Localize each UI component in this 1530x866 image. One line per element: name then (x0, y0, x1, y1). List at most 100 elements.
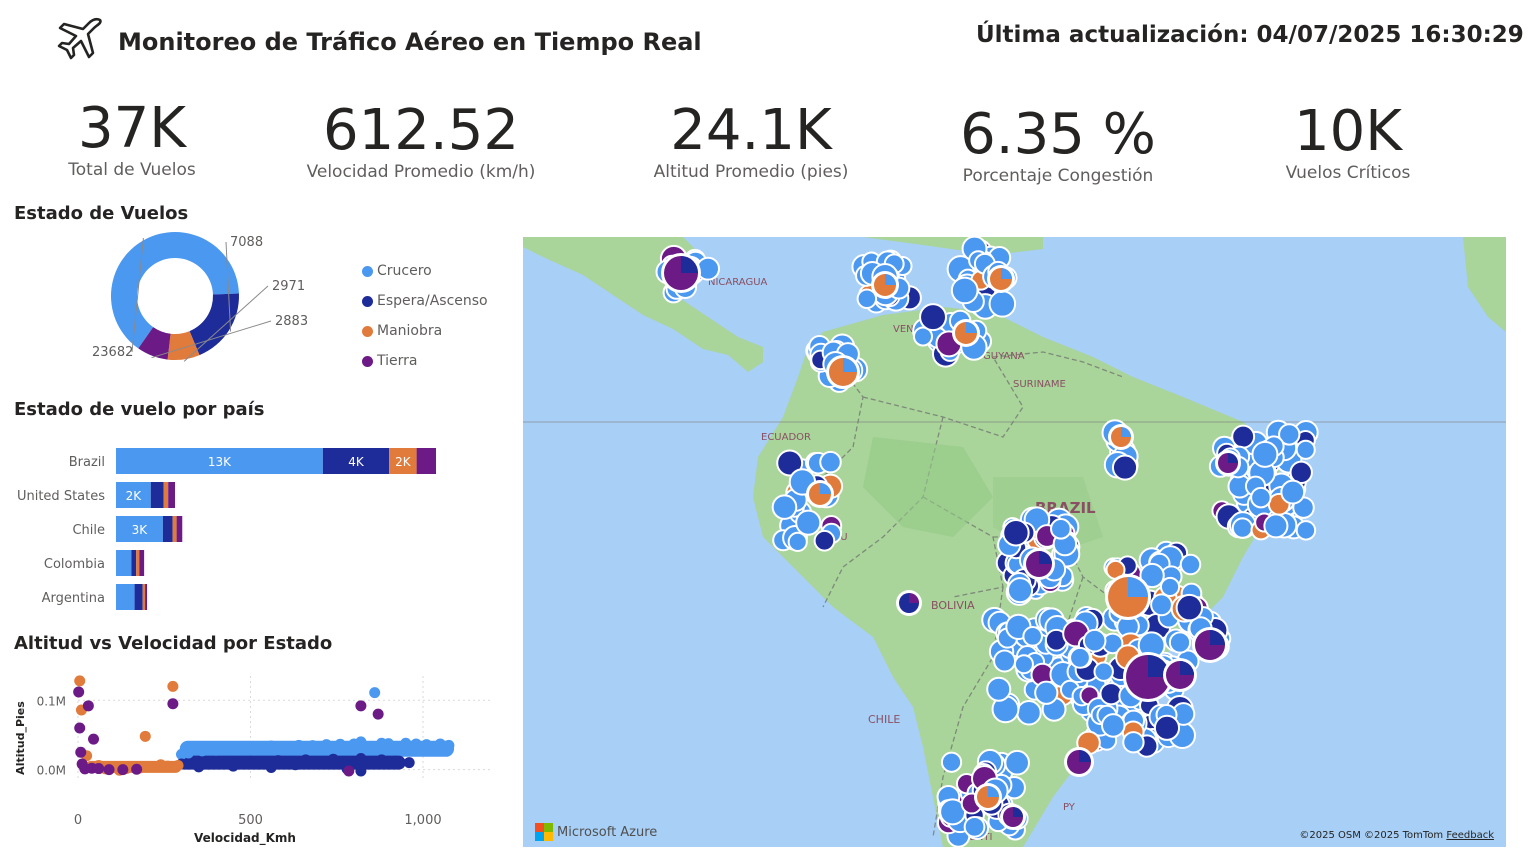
scatter-point[interactable] (73, 686, 85, 698)
legend-item[interactable]: Maniobra (362, 316, 488, 346)
scatter-point[interactable] (167, 680, 179, 692)
map-flight-marker[interactable] (795, 509, 822, 536)
bar-segment[interactable] (150, 482, 164, 508)
legend-item[interactable]: Crucero (362, 256, 488, 286)
map-flight-marker[interactable] (1007, 577, 1034, 604)
map-flight-marker[interactable] (1016, 699, 1042, 726)
scatter-point[interactable] (265, 762, 277, 774)
map-flight-marker[interactable] (1250, 486, 1272, 509)
scatter-point[interactable] (320, 739, 332, 751)
map-flight-marker[interactable] (950, 276, 979, 305)
scatter-point[interactable] (355, 700, 367, 712)
map-flight-marker[interactable] (771, 494, 798, 520)
scatter-point[interactable] (369, 687, 381, 699)
map-flight-marker[interactable] (1295, 439, 1316, 460)
scatter-point[interactable] (389, 755, 401, 767)
map-flight-marker[interactable] (1175, 593, 1204, 622)
bar-segment[interactable] (134, 584, 143, 610)
map-flight-marker[interactable] (1150, 593, 1173, 617)
bar-segment[interactable] (163, 482, 169, 508)
map-flight-marker[interactable] (1179, 553, 1202, 576)
scatter-point[interactable] (227, 742, 239, 754)
scatter-point[interactable] (334, 738, 346, 750)
scatter-point[interactable] (300, 754, 312, 766)
map-flight-marker[interactable] (963, 815, 986, 838)
scatter-point[interactable] (82, 700, 94, 712)
bar-segment[interactable] (116, 448, 323, 474)
bar-segment[interactable] (322, 448, 390, 474)
scatter-point[interactable] (182, 747, 194, 759)
map-flight-marker[interactable] (819, 450, 842, 474)
scatter-point[interactable] (245, 755, 256, 767)
map-flight-marker[interactable] (940, 751, 963, 773)
scatter-point[interactable] (443, 739, 455, 751)
map-flight-marker[interactable] (1280, 479, 1306, 505)
scatter-point[interactable] (193, 761, 205, 773)
scatter-point[interactable] (238, 741, 250, 753)
scatter-point[interactable] (155, 759, 167, 771)
map-flight-marker[interactable] (986, 676, 1012, 702)
scatter-point[interactable] (251, 742, 263, 754)
scatter-point[interactable] (74, 675, 86, 687)
map-flight-marker[interactable] (1263, 513, 1289, 539)
bar-segment[interactable] (136, 550, 140, 576)
flight-map[interactable]: NICARAGUAVENEZGUYANASURINAMEECUADORPERUB… (523, 237, 1506, 847)
map-flight-marker[interactable] (1082, 628, 1107, 653)
map-flight-marker[interactable] (1111, 454, 1139, 481)
map-flight-marker[interactable] (1278, 423, 1301, 446)
map-flight-marker[interactable] (988, 290, 1017, 318)
scatter-point[interactable] (279, 741, 291, 753)
scatter-point[interactable] (167, 698, 179, 710)
scatter-point[interactable] (355, 753, 367, 765)
bar-segment[interactable] (162, 516, 173, 542)
stacked-bar-chart[interactable]: Brazil 13K 4K 2K United States 2K Chile 3K Colom… (0, 440, 510, 620)
scatter-point[interactable] (172, 759, 184, 771)
scatter-point[interactable] (75, 746, 87, 758)
map-flight-marker[interactable] (1101, 713, 1126, 738)
scatter-point[interactable] (372, 708, 384, 720)
bar-segment[interactable] (389, 448, 417, 474)
scatter-point[interactable] (74, 722, 86, 734)
scatter-point[interactable] (265, 740, 277, 752)
map-flight-marker[interactable] (813, 529, 836, 552)
scatter-point[interactable] (400, 737, 412, 749)
donut-slice-1[interactable] (189, 293, 239, 356)
map-flight-marker[interactable] (1153, 714, 1181, 741)
bar-segment[interactable] (139, 550, 145, 576)
bar-segment[interactable] (131, 550, 137, 576)
map-flight-marker[interactable] (776, 449, 804, 477)
scatter-point[interactable] (88, 733, 100, 745)
map-flight-marker[interactable] (1295, 520, 1317, 541)
scatter-point[interactable] (217, 756, 229, 768)
bar-segment[interactable] (116, 482, 151, 508)
scatter-point[interactable] (272, 755, 284, 767)
scatter-point[interactable] (293, 739, 305, 751)
bar-segment[interactable] (142, 584, 146, 610)
scatter-point[interactable] (343, 765, 355, 777)
scatter-point[interactable] (355, 765, 367, 777)
scatter-point[interactable] (139, 730, 151, 742)
scatter-point[interactable] (289, 759, 301, 771)
donut-chart[interactable]: 23682 7088 2971 2883 (60, 232, 350, 382)
map-flight-marker[interactable] (787, 531, 808, 552)
scatter-point[interactable] (227, 760, 239, 772)
map-flight-marker[interactable] (1122, 731, 1145, 754)
scatter-point[interactable] (314, 757, 325, 769)
map-flight-marker[interactable] (1013, 654, 1034, 675)
bar-segment[interactable] (168, 482, 175, 508)
scatter-point[interactable] (210, 744, 222, 756)
map-flight-marker[interactable] (1159, 576, 1181, 598)
map-flight-marker[interactable] (1231, 517, 1254, 539)
bar-segment[interactable] (176, 516, 183, 542)
bar-segment[interactable] (116, 516, 163, 542)
map-flight-marker[interactable] (1022, 626, 1043, 647)
map-flight-marker[interactable] (856, 288, 878, 310)
scatter-point[interactable] (403, 757, 415, 769)
scatter-point[interactable] (307, 740, 319, 752)
bar-segment[interactable] (172, 516, 177, 542)
scatter-chart[interactable]: 0 500 1,000 0.0M 0.1M Velocidad_Kmh Altitud_Pi… (0, 668, 510, 853)
scatter-point[interactable] (117, 764, 129, 776)
scatter-point[interactable] (420, 739, 432, 751)
map-flight-marker[interactable] (993, 649, 1017, 673)
scatter-point[interactable] (410, 738, 422, 750)
